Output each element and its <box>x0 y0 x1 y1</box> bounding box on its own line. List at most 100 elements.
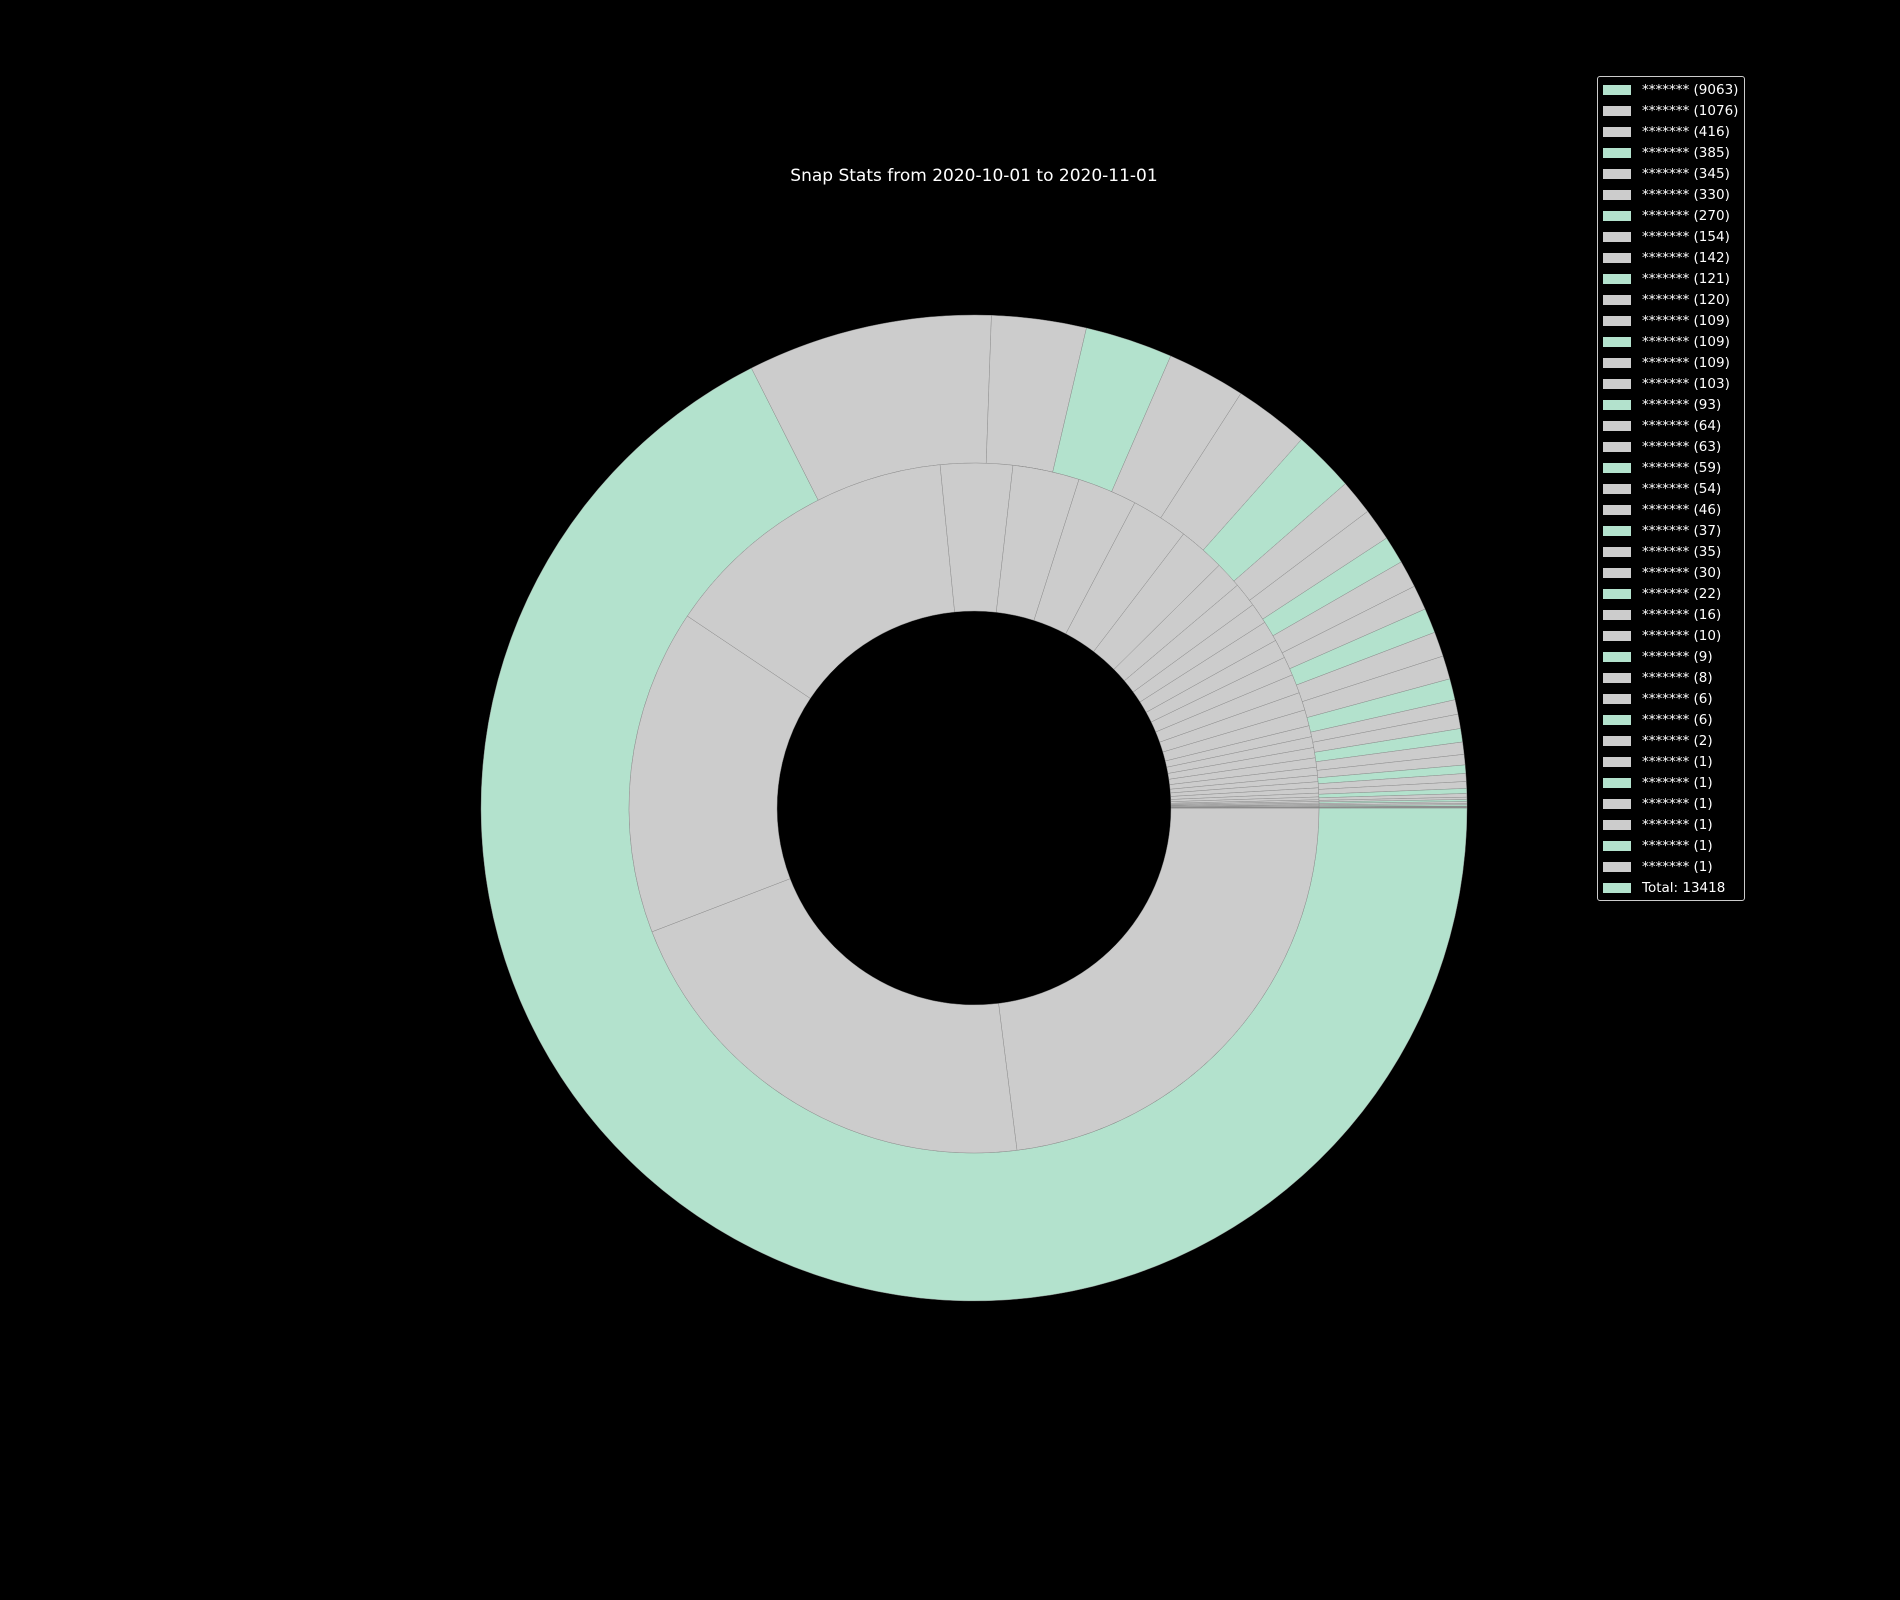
legend-entry: ******* (1) <box>1598 751 1744 772</box>
legend-entry: ******* (35) <box>1598 541 1744 562</box>
legend-entry: ******* (154) <box>1598 226 1744 247</box>
legend-entry: ******* (59) <box>1598 457 1744 478</box>
legend-entry: ******* (64) <box>1598 415 1744 436</box>
legend-entry: ******* (8) <box>1598 667 1744 688</box>
legend-entry: ******* (270) <box>1598 205 1744 226</box>
inner-slice-4 <box>687 464 955 699</box>
legend-swatch <box>1603 84 1631 95</box>
legend-entry: ******* (2) <box>1598 730 1744 751</box>
legend-entry: ******* (6) <box>1598 688 1744 709</box>
legend-label: ******* (6) <box>1642 711 1713 728</box>
legend-label: Total: 13418 <box>1642 879 1726 896</box>
legend-label: ******* (121) <box>1642 270 1730 287</box>
legend-swatch <box>1603 756 1631 767</box>
legend-label: ******* (63) <box>1642 438 1722 455</box>
legend-swatch <box>1603 378 1631 389</box>
legend-label: ******* (1) <box>1642 774 1713 791</box>
legend-swatch <box>1603 210 1631 221</box>
chart-title: Snap Stats from 2020-10-01 to 2020-11-01 <box>790 166 1158 186</box>
legend-label: ******* (59) <box>1642 459 1722 476</box>
legend-swatch <box>1603 420 1631 431</box>
legend-label: ******* (385) <box>1642 144 1730 161</box>
legend-entry: ******* (109) <box>1598 352 1744 373</box>
legend-label: ******* (8) <box>1642 669 1713 686</box>
legend-swatch <box>1603 798 1631 809</box>
legend-label: ******* (6) <box>1642 690 1713 707</box>
legend-entry: ******* (1) <box>1598 772 1744 793</box>
legend-label: ******* (270) <box>1642 207 1730 224</box>
legend-swatch <box>1603 672 1631 683</box>
legend-label: ******* (9063) <box>1642 81 1739 98</box>
legend-entry: ******* (30) <box>1598 562 1744 583</box>
legend-label: ******* (345) <box>1642 165 1730 182</box>
legend-swatch <box>1603 714 1631 725</box>
legend-swatch <box>1603 840 1631 851</box>
legend-entry: ******* (10) <box>1598 625 1744 646</box>
legend-entry: ******* (1) <box>1598 814 1744 835</box>
legend-label: ******* (64) <box>1642 417 1722 434</box>
legend-label: ******* (103) <box>1642 375 1730 392</box>
legend-swatch <box>1603 399 1631 410</box>
legend-label: ******* (109) <box>1642 333 1730 350</box>
legend-swatch <box>1603 777 1631 788</box>
legend-label: ******* (1) <box>1642 858 1713 875</box>
legend-swatch <box>1603 735 1631 746</box>
legend-swatch <box>1603 441 1631 452</box>
legend-entry: ******* (142) <box>1598 247 1744 268</box>
legend-entry: ******* (109) <box>1598 331 1744 352</box>
inner-slice-1 <box>998 807 1320 1151</box>
legend-swatch <box>1603 357 1631 368</box>
legend-swatch <box>1603 294 1631 305</box>
legend-label: ******* (1) <box>1642 837 1713 854</box>
legend-entry: ******* (345) <box>1598 163 1744 184</box>
legend-entry: ******* (1076) <box>1598 100 1744 121</box>
legend-swatch <box>1603 819 1631 830</box>
legend-label: ******* (30) <box>1642 564 1722 581</box>
legend-swatch <box>1603 504 1631 515</box>
legend-label: ******* (93) <box>1642 396 1722 413</box>
legend-label: ******* (2) <box>1642 732 1713 749</box>
legend-swatch <box>1603 147 1631 158</box>
legend-swatch <box>1603 546 1631 557</box>
legend-entry: ******* (121) <box>1598 268 1744 289</box>
inner-slice-2 <box>651 878 1018 1154</box>
legend-swatch <box>1603 525 1631 536</box>
legend-entry: Total: 13418 <box>1598 877 1744 898</box>
legend-swatch <box>1603 315 1631 326</box>
legend-entry: ******* (54) <box>1598 478 1744 499</box>
legend-swatch <box>1603 231 1631 242</box>
legend-swatch <box>1603 567 1631 578</box>
legend-entry: ******* (93) <box>1598 394 1744 415</box>
legend-label: ******* (22) <box>1642 585 1722 602</box>
legend-entry: ******* (63) <box>1598 436 1744 457</box>
legend-label: ******* (37) <box>1642 522 1722 539</box>
legend-entry: ******* (9) <box>1598 646 1744 667</box>
inner-slice-3 <box>628 615 811 933</box>
legend-entry: ******* (1) <box>1598 856 1744 877</box>
legend-swatch <box>1603 693 1631 704</box>
legend-swatch <box>1603 861 1631 872</box>
legend-swatch <box>1603 105 1631 116</box>
legend-entry: ******* (6) <box>1598 709 1744 730</box>
legend-entry: ******* (120) <box>1598 289 1744 310</box>
legend-label: ******* (35) <box>1642 543 1722 560</box>
legend-entry: ******* (9063) <box>1598 79 1744 100</box>
legend-entry: ******* (103) <box>1598 373 1744 394</box>
legend-entry: ******* (1) <box>1598 793 1744 814</box>
legend-label: ******* (1) <box>1642 795 1713 812</box>
legend-swatch <box>1603 588 1631 599</box>
legend-swatch <box>1603 462 1631 473</box>
legend-entry: ******* (37) <box>1598 520 1744 541</box>
legend-swatch <box>1603 609 1631 620</box>
legend-swatch <box>1603 168 1631 179</box>
legend-label: ******* (1) <box>1642 753 1713 770</box>
legend-label: ******* (154) <box>1642 228 1730 245</box>
legend-label: ******* (416) <box>1642 123 1730 140</box>
legend-swatch <box>1603 630 1631 641</box>
legend-label: ******* (9) <box>1642 648 1713 665</box>
legend-swatch <box>1603 483 1631 494</box>
legend-swatch <box>1603 126 1631 137</box>
legend-label: ******* (120) <box>1642 291 1730 308</box>
chart-legend: ******* (9063) ******* (1076) ******* (416… <box>1597 76 1745 901</box>
